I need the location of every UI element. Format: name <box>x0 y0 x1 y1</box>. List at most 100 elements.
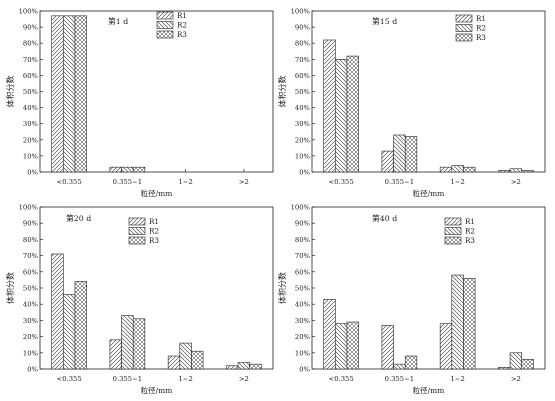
y-tick-label: 100% <box>291 204 311 212</box>
bar-r3-3 <box>463 166 476 173</box>
x-tick-label: >2 <box>511 375 521 383</box>
y-tick-label: 10% <box>295 349 311 357</box>
y-tick-label: 10% <box>23 349 39 357</box>
y-tick-label: 70% <box>295 56 311 64</box>
y-tick-label: 50% <box>295 88 311 96</box>
bar-r2-1 <box>62 294 76 370</box>
bar-r1-4 <box>226 365 239 370</box>
bar-r1-2 <box>381 324 394 370</box>
y-tick-label: 10% <box>23 152 39 160</box>
x-tick-label: 0.355~1 <box>385 178 414 186</box>
bar-r1-1 <box>323 299 336 370</box>
x-tick-label: <0.355 <box>57 178 82 186</box>
y-tick-label: 80% <box>295 236 311 244</box>
y-tick-label: 30% <box>295 317 311 325</box>
bar-r2-1 <box>334 323 348 370</box>
x-axis-label: 粒径/mm <box>141 385 173 395</box>
bar-r3-4 <box>521 358 534 370</box>
x-tick-label: 1~2 <box>178 178 192 186</box>
x-tick-label: >2 <box>239 178 249 186</box>
bar-r3-1 <box>346 55 359 173</box>
y-tick-label: 50% <box>23 285 39 293</box>
legend-label: R2 <box>476 24 486 33</box>
panel-title: 第15 d <box>372 16 397 26</box>
y-tick-label: 50% <box>23 88 39 96</box>
legend-label: R2 <box>465 227 475 236</box>
y-tick-label: 30% <box>23 317 39 325</box>
bar-r1-2 <box>109 166 122 173</box>
y-axis-label: 体积分数 <box>5 76 15 108</box>
y-tick-label: 80% <box>23 40 39 48</box>
y-tick-label: 80% <box>23 236 39 244</box>
bar-r1-1 <box>323 39 336 173</box>
panel-title: 第20 d <box>66 213 91 223</box>
legend-swatch-r2 <box>156 21 174 29</box>
bar-r1-3 <box>167 355 181 370</box>
y-tick-label: 0% <box>299 366 310 374</box>
y-tick-label: 10% <box>295 152 311 160</box>
bar-r3-3 <box>191 350 204 370</box>
bar-r2-1 <box>334 58 348 173</box>
legend-swatch-r2 <box>455 24 473 32</box>
bar-r3-1 <box>74 15 87 173</box>
bar-r1-1 <box>51 253 64 370</box>
y-tick-label: 70% <box>23 56 39 64</box>
legend-swatch-r3 <box>455 33 473 42</box>
bar-r2-2 <box>393 363 406 370</box>
y-tick-label: 60% <box>295 268 311 276</box>
x-tick-label: 0.355~1 <box>385 375 414 383</box>
x-tick-label: 1~2 <box>450 178 464 186</box>
bar-r2-4 <box>237 362 251 370</box>
x-axis-label: 粒径/mm <box>141 188 173 198</box>
y-tick-label: 40% <box>295 104 311 112</box>
chart-panel-4: 0% 10% 20% 30% 40% 50% 60% 70% 80% 90% 100% 体积分数 <0.… <box>277 204 546 395</box>
bar-r3-1 <box>346 321 359 370</box>
y-tick-label: 20% <box>295 333 311 341</box>
y-tick-label: 20% <box>295 136 311 144</box>
bar-r2-3 <box>451 274 464 370</box>
x-tick-label: <0.355 <box>329 375 354 383</box>
legend-swatch-r3 <box>128 236 146 245</box>
bar-r1-3 <box>439 166 453 173</box>
legend-label: R1 <box>476 14 486 23</box>
y-tick-label: 70% <box>295 252 311 260</box>
bar-r3-1 <box>74 281 87 370</box>
y-tick-label: 30% <box>295 120 311 128</box>
y-tick-label: 60% <box>23 72 39 80</box>
legend-label: R3 <box>465 236 475 245</box>
bar-r1-4 <box>498 367 511 370</box>
bar-r2-4 <box>509 352 522 370</box>
bar-r3-2 <box>132 318 146 370</box>
bar-r2-3 <box>451 165 464 173</box>
legend-swatch-r1 <box>444 217 462 226</box>
legend-label: R2 <box>177 21 187 30</box>
legend-swatch-r1 <box>156 11 174 20</box>
y-tick-label: 90% <box>295 220 311 228</box>
bar-r3-2 <box>404 136 418 173</box>
bar-r3-2 <box>404 355 418 370</box>
legend-label: R3 <box>476 33 486 42</box>
chart-panel-1: 0% 10% 20% 30% 40% 50% 60% 70% 80% 90% 100% 体积分数 <0.… <box>5 8 274 198</box>
y-tick-label: 100% <box>19 8 39 16</box>
bar-r2-2 <box>393 134 406 173</box>
legend-swatch-r1 <box>455 14 473 23</box>
bar-r2-2 <box>121 315 134 370</box>
y-axis-label: 体积分数 <box>5 272 15 304</box>
y-tick-label: 60% <box>295 72 311 80</box>
y-axis-label: 体积分数 <box>277 76 287 108</box>
y-tick-label: 0% <box>27 169 38 177</box>
bar-r1-3 <box>439 323 453 370</box>
y-tick-label: 100% <box>291 8 311 16</box>
bar-r2-2 <box>121 166 134 173</box>
panel-title: 第40 d <box>372 213 397 223</box>
chart-panel-3: 0% 10% 20% 30% 40% 50% 60% 70% 80% 90% 100% 体积分数 <0.… <box>5 204 274 395</box>
bar-r1-2 <box>381 150 394 173</box>
chart-panel-2: 0% 10% 20% 30% 40% 50% 60% 70% 80% 90% 100% 体积分数 <0.… <box>277 8 546 198</box>
panel-title: 第1 d <box>108 16 128 26</box>
y-axis-label: 体积分数 <box>277 272 287 304</box>
x-axis-label: 粒径/mm <box>413 385 445 395</box>
y-tick-label: 40% <box>23 104 39 112</box>
legend-label: R1 <box>177 11 187 20</box>
legend-label: R3 <box>149 236 159 245</box>
